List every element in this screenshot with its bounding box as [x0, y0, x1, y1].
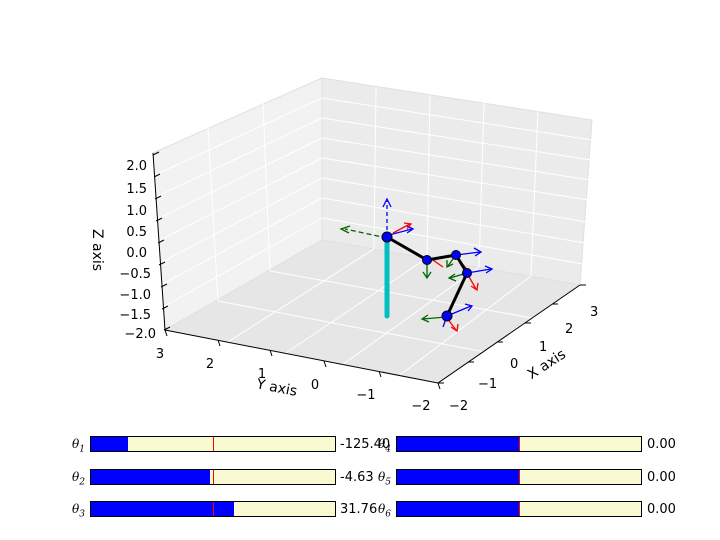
slider-label: θ5 [378, 470, 391, 488]
slider-value: 0.00 [647, 470, 676, 485]
z-tick-label: 0.0 [126, 246, 147, 261]
slider-label: θ4 [378, 437, 391, 455]
slider-track[interactable] [396, 501, 642, 517]
joint-marker [462, 268, 472, 278]
slider-track[interactable] [90, 436, 336, 452]
slider-track[interactable] [396, 436, 642, 452]
joint-marker [422, 255, 432, 265]
z-tick-label: 1.0 [126, 204, 147, 219]
z-tick-labels: 2.0 1.5 1.0 0.5 0.0 −0.5 −1.0 −1.5 −2.0 [119, 159, 156, 342]
robot-arm [339, 197, 494, 333]
slider-label: θ3 [72, 502, 85, 520]
y-tick-label: −1 [356, 388, 375, 403]
x-tick-label: −2 [449, 399, 468, 414]
slider-center-mark [213, 502, 214, 516]
y-axis-label: Y axis [254, 376, 298, 400]
grid-lines [154, 86, 593, 376]
x-tick-label: 0 [510, 357, 518, 372]
y-tick-label: 0 [311, 378, 319, 393]
slider-theta1[interactable]: θ1 -125.40 [0, 436, 400, 454]
slider-track[interactable] [90, 501, 336, 517]
z-axis-label: Z axis [89, 229, 105, 271]
x-tick-label: 2 [565, 322, 573, 337]
slider-center-mark [519, 470, 520, 484]
z-ticks [152, 151, 171, 331]
slider-theta3[interactable]: θ3 31.76 [0, 501, 400, 519]
x-tick-label: 1 [539, 340, 547, 355]
y-tick-label: −2 [411, 399, 430, 414]
slider-label: θ1 [72, 437, 85, 455]
slider-center-mark [213, 437, 214, 451]
joint-marker [381, 231, 393, 243]
slider-theta4[interactable]: θ4 0.00 [0, 436, 720, 454]
z-tick-label: −0.5 [119, 267, 151, 282]
slider-theta5[interactable]: θ5 0.00 [0, 469, 720, 487]
y-tick-label: 3 [156, 347, 164, 362]
y-ticks [164, 329, 441, 390]
x-ticks [438, 284, 586, 384]
slider-theta2[interactable]: θ2 -4.63 [0, 469, 400, 487]
x-tick-label: −1 [478, 377, 497, 392]
slider-value: 31.76 [340, 502, 378, 517]
slider-center-mark [519, 437, 520, 451]
slider-track[interactable] [90, 469, 336, 485]
y-tick-labels: 3 2 1 0 −1 −2 [156, 347, 431, 414]
slider-fill [91, 437, 129, 451]
slider-center-mark [519, 502, 520, 516]
slider-fill [397, 502, 519, 516]
slider-value: -4.63 [340, 470, 374, 485]
slider-label: θ6 [378, 502, 391, 520]
x-tick-label: 3 [590, 305, 598, 320]
slider-value: 0.00 [647, 437, 676, 452]
slider-fill [91, 502, 235, 516]
slider-fill [397, 437, 519, 451]
y-tick-label: 1 [258, 367, 266, 382]
slider-label: θ2 [72, 470, 85, 488]
z-tick-label: 2.0 [126, 159, 147, 174]
z-tick-label: 1.5 [126, 182, 147, 197]
z-tick-label: 0.5 [126, 225, 147, 240]
z-tick-label: −1.5 [119, 308, 151, 323]
slider-fill [91, 470, 210, 484]
slider-track[interactable] [396, 469, 642, 485]
y-tick-label: 2 [206, 357, 214, 372]
slider-center-mark [213, 470, 214, 484]
z-tick-label: −2.0 [124, 327, 156, 342]
slider-value: 0.00 [647, 502, 676, 517]
joint-marker [451, 250, 461, 260]
axis-lines [152, 152, 581, 384]
slider-theta6[interactable]: θ6 0.00 [0, 501, 720, 519]
x-tick-labels: −2 −1 0 1 2 3 [449, 305, 598, 414]
slider-fill [397, 470, 519, 484]
joint-marker [441, 310, 453, 322]
slider-value: -125.40 [340, 437, 391, 452]
robot-arm-3d-plot[interactable]: 2.0 1.5 1.0 0.5 0.0 −0.5 −1.0 −1.5 −2.0 … [0, 0, 720, 420]
z-tick-label: −1.0 [119, 288, 151, 303]
